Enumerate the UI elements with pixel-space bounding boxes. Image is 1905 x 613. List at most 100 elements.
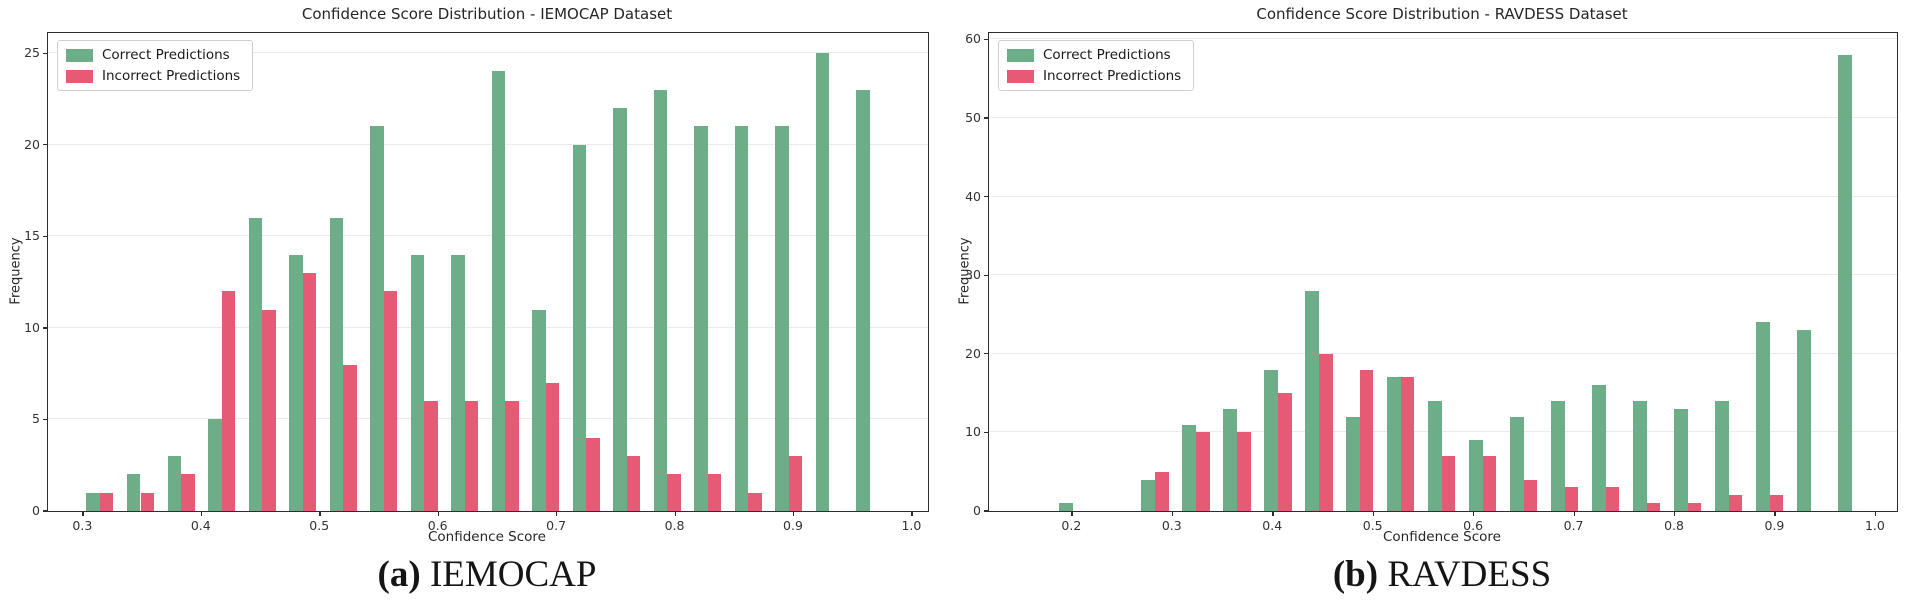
x-tick-mark [1473, 511, 1475, 516]
gridline [48, 235, 928, 237]
bar-correct [410, 254, 425, 511]
y-tick-label: 60 [965, 31, 981, 47]
gridline [989, 38, 1897, 40]
x-tick-mark [82, 511, 84, 516]
y-tick-label: 50 [965, 109, 981, 125]
y-tick-mark [984, 353, 989, 355]
x-tick-label: 0.3 [72, 518, 93, 533]
bar-incorrect [748, 492, 762, 511]
bar-correct [1674, 408, 1688, 511]
x-tick-label: 0.2 [1061, 518, 1082, 533]
bar-incorrect [1646, 503, 1661, 511]
bar-incorrect [383, 291, 398, 511]
bar-correct [451, 254, 465, 511]
bar-incorrect [99, 492, 114, 511]
gridline [989, 431, 1897, 433]
x-tick-mark [792, 511, 795, 516]
x-tick-label: 0.5 [309, 518, 330, 533]
bar-incorrect [1564, 487, 1579, 511]
x-tick-mark [1272, 511, 1274, 516]
bar-correct [126, 474, 141, 511]
bar-correct [653, 89, 668, 511]
y-tick-label: 20 [24, 136, 40, 152]
y-tick-label: 10 [24, 319, 40, 335]
bar-incorrect [1318, 353, 1333, 511]
gridline [989, 116, 1897, 118]
x-tick-label: 0.3 [1161, 518, 1182, 533]
bar-correct [1796, 330, 1811, 511]
bar-correct [208, 419, 222, 511]
bar-correct [1223, 408, 1237, 511]
bar-incorrect [707, 474, 722, 511]
bar-incorrect [181, 474, 195, 511]
bar-incorrect [505, 401, 519, 511]
x-tick-label: 0.4 [1262, 518, 1283, 533]
x-tick-label: 0.6 [427, 518, 448, 533]
x-tick-label: 0.4 [190, 518, 211, 533]
bar-correct [1387, 377, 1401, 511]
x-tick-mark [1071, 511, 1073, 516]
y-tick-label: 40 [965, 188, 981, 204]
ravdess-figure: Confidence Score Distribution - RAVDESS … [952, 0, 1905, 613]
bar-correct [491, 71, 506, 511]
gridline [48, 143, 928, 145]
bar-incorrect [1236, 432, 1251, 511]
bar-correct [775, 126, 789, 511]
bar-correct [694, 126, 708, 511]
legend-item-incorrect: Incorrect Predictions [66, 68, 240, 84]
x-tick-mark [674, 511, 676, 516]
y-tick-mark [43, 418, 48, 421]
legend-label: Correct Predictions [102, 47, 230, 63]
subfigure-caption: (b) RAVDESS [988, 553, 1896, 596]
bar-correct [815, 53, 830, 511]
correct-swatch-icon [66, 48, 93, 62]
caption-marker: (a) [377, 554, 421, 595]
x-tick-label: 0.7 [546, 518, 567, 533]
y-tick-label: 30 [965, 267, 981, 283]
x-tick-label: 1.0 [901, 518, 922, 533]
y-axis-label: Frequency [8, 237, 24, 305]
bar-correct [1059, 503, 1073, 511]
legend-label: Incorrect Predictions [102, 68, 241, 84]
bar-correct [1837, 55, 1852, 511]
plot-area: Correct Predictions Incorrect Prediction… [24, 32, 929, 533]
caption-text: RAVDESS [1387, 554, 1552, 595]
bar-correct [734, 126, 749, 511]
legend: Correct Predictions Incorrect Prediction… [57, 40, 254, 91]
bar-incorrect [1728, 495, 1743, 511]
x-tick-mark [1774, 511, 1776, 516]
x-tick-label: 1.0 [1864, 518, 1885, 533]
y-tick-mark [984, 510, 989, 512]
y-tick-mark [984, 38, 989, 40]
x-tick-mark [556, 511, 558, 516]
bar-incorrect [1154, 471, 1169, 511]
x-tick-mark [1674, 511, 1676, 516]
bar-incorrect [1277, 393, 1292, 511]
bar-incorrect [1441, 455, 1456, 511]
bar-correct [1755, 322, 1770, 511]
y-tick-mark [984, 431, 989, 434]
y-tick-label: 15 [24, 228, 40, 244]
bar-incorrect [1523, 479, 1538, 511]
bar-incorrect [1400, 377, 1415, 511]
bar-correct [532, 309, 546, 511]
bar-correct [1510, 416, 1524, 511]
bar-incorrect [262, 309, 276, 511]
bar-correct [1346, 416, 1360, 511]
bar-incorrect [221, 291, 235, 511]
bar-correct [289, 254, 303, 511]
bar-incorrect [1687, 503, 1702, 511]
bar-correct [167, 456, 181, 511]
legend-item-incorrect: Incorrect Predictions [1007, 68, 1181, 84]
bar-correct [856, 89, 870, 511]
bar-incorrect [586, 437, 600, 511]
iemocap-figure: Confidence Score Distribution - IEMOCAP … [0, 0, 952, 613]
bar-incorrect [545, 382, 560, 511]
y-tick-label: 0 [973, 503, 981, 518]
x-tick-label: 0.8 [1664, 518, 1684, 533]
plot-area: Correct Predictions Incorrect Prediction… [965, 32, 1898, 533]
legend-label: Incorrect Predictions [1043, 68, 1182, 84]
x-tick-label: 0.9 [783, 518, 803, 533]
bar-correct [1182, 424, 1196, 511]
